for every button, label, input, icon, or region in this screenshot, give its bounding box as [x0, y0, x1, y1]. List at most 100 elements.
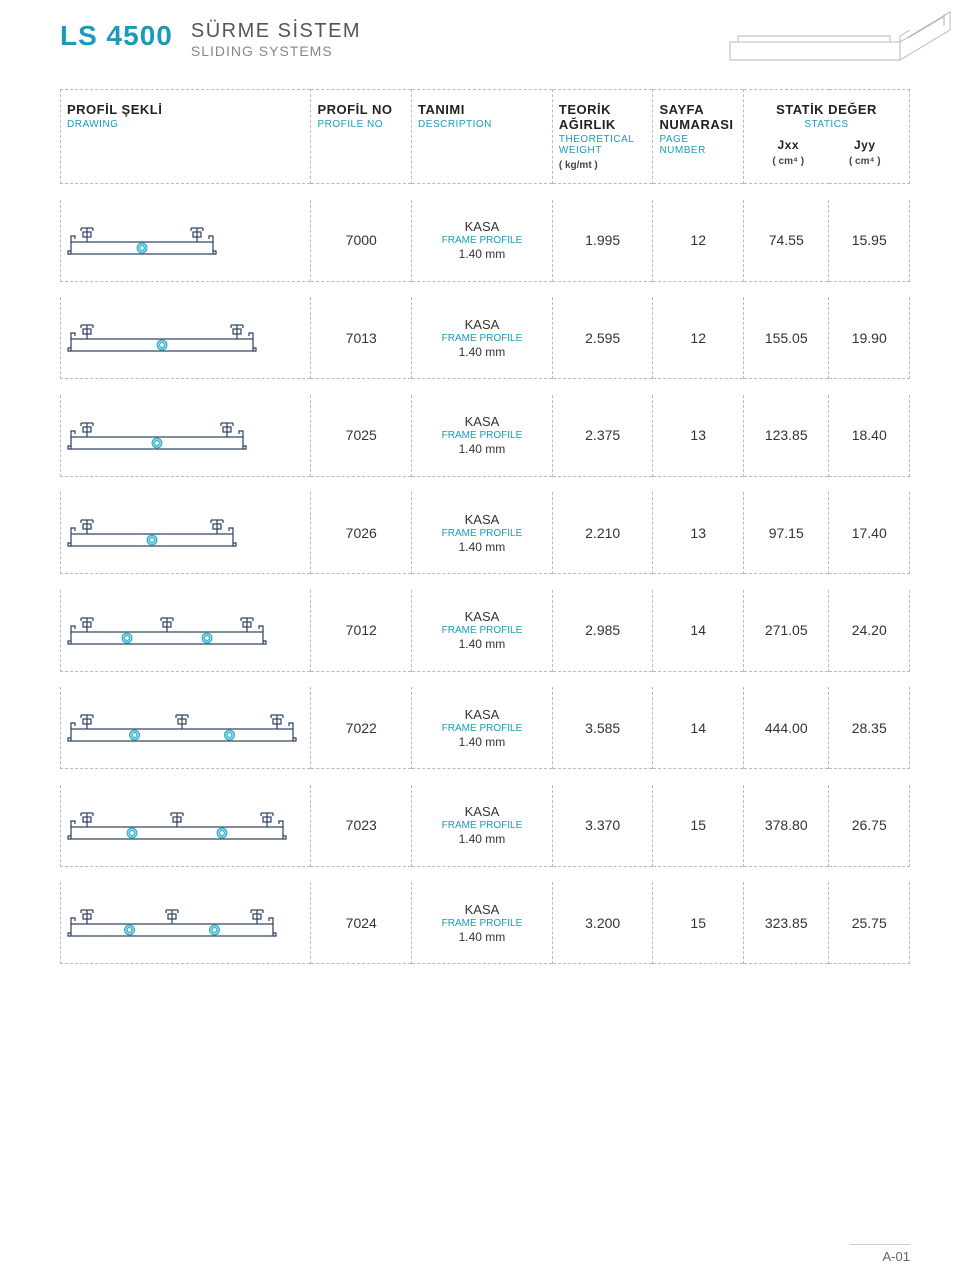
desc-sub: FRAME PROFILE [418, 528, 546, 539]
cell-weight: 3.200 [552, 882, 653, 964]
table-row: 7023 KASA FRAME PROFILE 1.40 mm 3.370 15… [61, 785, 910, 867]
desc-thickness: 1.40 mm [418, 832, 546, 846]
cell-page: 14 [653, 590, 744, 672]
desc-main: KASA [418, 804, 546, 819]
product-title-tr: SÜRME SİSTEM [191, 20, 361, 43]
cell-profile-no: 7025 [311, 395, 412, 477]
col-drawing: PROFİL ŞEKLİ DRAWING [61, 90, 311, 184]
cell-drawing [61, 492, 311, 574]
cell-jxx: 444.00 [743, 687, 829, 769]
product-code: LS 4500 [60, 20, 173, 52]
col-jxx-label: Jxx [750, 138, 827, 152]
cell-jyy: 25.75 [829, 882, 910, 964]
desc-sub: FRAME PROFILE [418, 918, 546, 929]
cell-description: KASA FRAME PROFILE 1.40 mm [412, 492, 553, 574]
cell-profile-no: 7023 [311, 785, 412, 867]
col-page-title: SAYFA NUMARASI [659, 102, 737, 132]
cell-jxx: 155.05 [743, 297, 829, 379]
desc-thickness: 1.40 mm [418, 247, 546, 261]
col-weight-sub: THEORETICAL WEIGHT [559, 134, 647, 156]
col-weight: TEORİK AĞIRLIK THEORETICAL WEIGHT ( kg/m… [552, 90, 653, 184]
cell-profile-no: 7013 [311, 297, 412, 379]
cell-description: KASA FRAME PROFILE 1.40 mm [412, 687, 553, 769]
cell-drawing [61, 590, 311, 672]
cell-profile-no: 7026 [311, 492, 412, 574]
cell-drawing [61, 785, 311, 867]
cell-profile-no: 7022 [311, 687, 412, 769]
cell-profile-no: 7000 [311, 200, 412, 282]
table-row: 7025 KASA FRAME PROFILE 1.40 mm 2.375 13… [61, 395, 910, 477]
desc-main: KASA [418, 707, 546, 722]
cell-page: 13 [653, 395, 744, 477]
desc-sub: FRAME PROFILE [418, 625, 546, 636]
cell-drawing [61, 687, 311, 769]
col-drawing-sub: DRAWING [67, 119, 304, 130]
col-statics: STATİK DEĞER STATICS Jxx ( cm⁴ ) Jyy ( c… [743, 90, 909, 184]
cell-jyy: 28.35 [829, 687, 910, 769]
cell-profile-no: 7024 [311, 882, 412, 964]
desc-sub: FRAME PROFILE [418, 235, 546, 246]
col-jyy-unit: ( cm⁴ ) [827, 156, 904, 167]
product-title-en: SLIDING SYSTEMS [191, 43, 361, 59]
cell-page: 12 [653, 297, 744, 379]
profile-table: PROFİL ŞEKLİ DRAWING PROFİL NO PROFILE N… [60, 89, 910, 964]
cell-weight: 2.595 [552, 297, 653, 379]
desc-main: KASA [418, 902, 546, 917]
corner-profile-icon [700, 0, 960, 85]
desc-sub: FRAME PROFILE [418, 333, 546, 344]
desc-main: KASA [418, 317, 546, 332]
table-row: 7024 KASA FRAME PROFILE 1.40 mm 3.200 15… [61, 882, 910, 964]
cell-jxx: 123.85 [743, 395, 829, 477]
cell-jyy: 15.95 [829, 200, 910, 282]
desc-thickness: 1.40 mm [418, 930, 546, 944]
desc-main: KASA [418, 219, 546, 234]
desc-sub: FRAME PROFILE [418, 820, 546, 831]
desc-main: KASA [418, 512, 546, 527]
desc-thickness: 1.40 mm [418, 540, 546, 554]
cell-jxx: 271.05 [743, 590, 829, 672]
desc-thickness: 1.40 mm [418, 637, 546, 651]
cell-drawing [61, 200, 311, 282]
cell-weight: 2.375 [552, 395, 653, 477]
desc-sub: FRAME PROFILE [418, 723, 546, 734]
col-page-sub: PAGE NUMBER [659, 134, 737, 156]
desc-main: KASA [418, 609, 546, 624]
col-description-title: TANIMI [418, 102, 546, 117]
cell-jyy: 24.20 [829, 590, 910, 672]
col-statics-title: STATİK DEĞER [750, 102, 903, 117]
col-profile-no-sub: PROFILE NO [317, 119, 405, 130]
cell-drawing [61, 297, 311, 379]
cell-profile-no: 7012 [311, 590, 412, 672]
col-statics-sub: STATICS [750, 119, 903, 130]
cell-weight: 2.985 [552, 590, 653, 672]
table-row: 7022 KASA FRAME PROFILE 1.40 mm 3.585 14… [61, 687, 910, 769]
cell-jyy: 17.40 [829, 492, 910, 574]
cell-jyy: 26.75 [829, 785, 910, 867]
cell-jxx: 323.85 [743, 882, 829, 964]
desc-sub: FRAME PROFILE [418, 430, 546, 441]
cell-description: KASA FRAME PROFILE 1.40 mm [412, 200, 553, 282]
col-weight-unit: ( kg/mt ) [559, 160, 647, 171]
col-jxx-unit: ( cm⁴ ) [750, 156, 827, 167]
table-row: 7012 KASA FRAME PROFILE 1.40 mm 2.985 14… [61, 590, 910, 672]
cell-page: 12 [653, 200, 744, 282]
cell-page: 13 [653, 492, 744, 574]
table-row: 7013 KASA FRAME PROFILE 1.40 mm 2.595 12… [61, 297, 910, 379]
col-profile-no-title: PROFİL NO [317, 102, 405, 117]
cell-jxx: 97.15 [743, 492, 829, 574]
cell-weight: 3.585 [552, 687, 653, 769]
cell-jyy: 18.40 [829, 395, 910, 477]
desc-thickness: 1.40 mm [418, 442, 546, 456]
table-row: 7000 KASA FRAME PROFILE 1.40 mm 1.995 12… [61, 200, 910, 282]
col-profile-no: PROFİL NO PROFILE NO [311, 90, 412, 184]
cell-description: KASA FRAME PROFILE 1.40 mm [412, 882, 553, 964]
col-description-sub: DESCRIPTION [418, 119, 546, 130]
col-drawing-title: PROFİL ŞEKLİ [67, 102, 304, 117]
cell-jxx: 74.55 [743, 200, 829, 282]
cell-page: 14 [653, 687, 744, 769]
cell-weight: 1.995 [552, 200, 653, 282]
page-number: A-01 [850, 1244, 910, 1264]
cell-page: 15 [653, 785, 744, 867]
cell-jxx: 378.80 [743, 785, 829, 867]
col-description: TANIMI DESCRIPTION [412, 90, 553, 184]
